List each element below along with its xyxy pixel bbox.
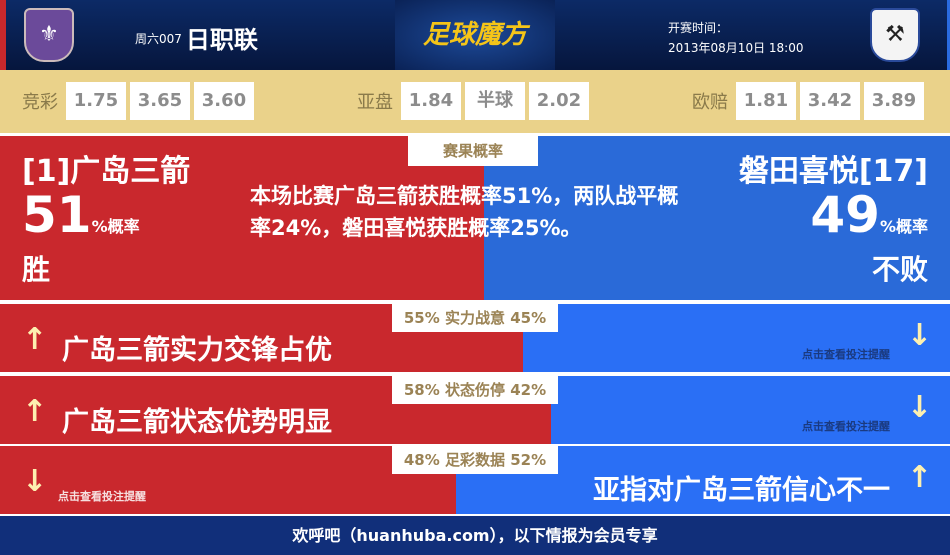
odds-value: 3.42 [800, 82, 860, 120]
row-text: 广岛三箭实力交锋占优 [62, 335, 332, 366]
row-text: 广岛三箭状态优势明显 [62, 407, 332, 438]
odds-value: 3.89 [864, 82, 924, 120]
home-share-bar [0, 446, 456, 514]
odds-label: 欧赔 [692, 92, 728, 113]
analysis-row[interactable]: 58% 状态伤停 42% ↑ 广岛三箭状态优势明显 点击查看投注提醒 ↓ [0, 376, 950, 444]
match-round: 周六007 [135, 32, 182, 46]
bet-hint-link[interactable]: 点击查看投注提醒 [802, 348, 890, 361]
row-text: 亚指对广岛三箭信心不一 [593, 475, 890, 506]
home-result: 胜 [22, 253, 51, 286]
odds-value: 3.65 [130, 82, 190, 120]
probability-description: 本场比赛广岛三箭获胜概率51%，两队战平概率24%，磐田喜悦获胜概率25%。 [250, 184, 679, 240]
league-name: 日职联 [185, 26, 258, 54]
tab-result-probability[interactable]: 赛果概率 [408, 136, 538, 166]
odds-value: 半球 [465, 82, 525, 120]
kickoff-label: 开赛时间： [668, 21, 729, 35]
analysis-row[interactable]: 55% 实力战意 45% ↑ 广岛三箭实力交锋占优 点击查看投注提醒 ↓ [0, 304, 950, 372]
away-pct: 49%概率 [810, 186, 928, 244]
odds-value: 1.75 [66, 82, 126, 120]
odds-value: 1.84 [401, 82, 461, 120]
arrow-down-icon[interactable]: ↓ [22, 464, 48, 499]
kickoff-time: 2013年08月10日 18:00 [668, 41, 804, 55]
row-caption: 55% 实力战意 45% [392, 304, 558, 332]
bet-hint-link[interactable]: 点击查看投注提醒 [802, 420, 890, 433]
away-team-name: 磐田喜悦[17] [738, 154, 928, 189]
odds-label: 亚盘 [357, 92, 393, 113]
row-caption: 58% 状态伤停 42% [392, 376, 558, 404]
analysis-row[interactable]: 48% 足彩数据 52% ↓ 点击查看投注提醒 亚指对广岛三箭信心不一 ↑ [0, 446, 950, 514]
match-info: 周六007 日职联 [135, 20, 258, 55]
arrow-down-icon[interactable]: ↓ [906, 390, 932, 425]
home-pct: 51%概率 [22, 186, 140, 244]
home-team-name: [1]广岛三箭 [22, 154, 191, 189]
away-team-logo-icon: ⚒ [870, 8, 920, 62]
home-probability-panel [0, 136, 484, 300]
brand-logo: 足球魔方 [395, 0, 555, 70]
away-probability-panel [484, 136, 950, 300]
kickoff: 开赛时间： 2013年08月10日 18:00 [668, 18, 803, 58]
odds-oupei: 欧赔 1.81 3.42 3.89 [692, 82, 924, 120]
arrow-down-icon[interactable]: ↓ [906, 318, 932, 353]
odds-yapan: 亚盘 1.84 半球 2.02 [357, 82, 589, 120]
home-team-logo-icon: ⚜ [24, 8, 74, 62]
away-result: 不败 [871, 253, 928, 286]
arrow-up-icon: ↑ [22, 394, 48, 429]
bet-hint-link[interactable]: 点击查看投注提醒 [58, 490, 146, 503]
arrow-up-icon: ↑ [22, 322, 48, 357]
odds-value: 1.81 [736, 82, 796, 120]
footer-banner[interactable]: 欢呼吧（huanhuba.com），以下情报为会员专享 [0, 516, 950, 555]
odds-jingcai: 竞彩 1.75 3.65 3.60 [22, 82, 254, 120]
odds-value: 3.60 [194, 82, 254, 120]
row-caption: 48% 足彩数据 52% [392, 446, 558, 474]
odds-value: 2.02 [529, 82, 589, 120]
arrow-up-icon: ↑ [906, 460, 932, 495]
odds-label: 竞彩 [22, 92, 58, 113]
